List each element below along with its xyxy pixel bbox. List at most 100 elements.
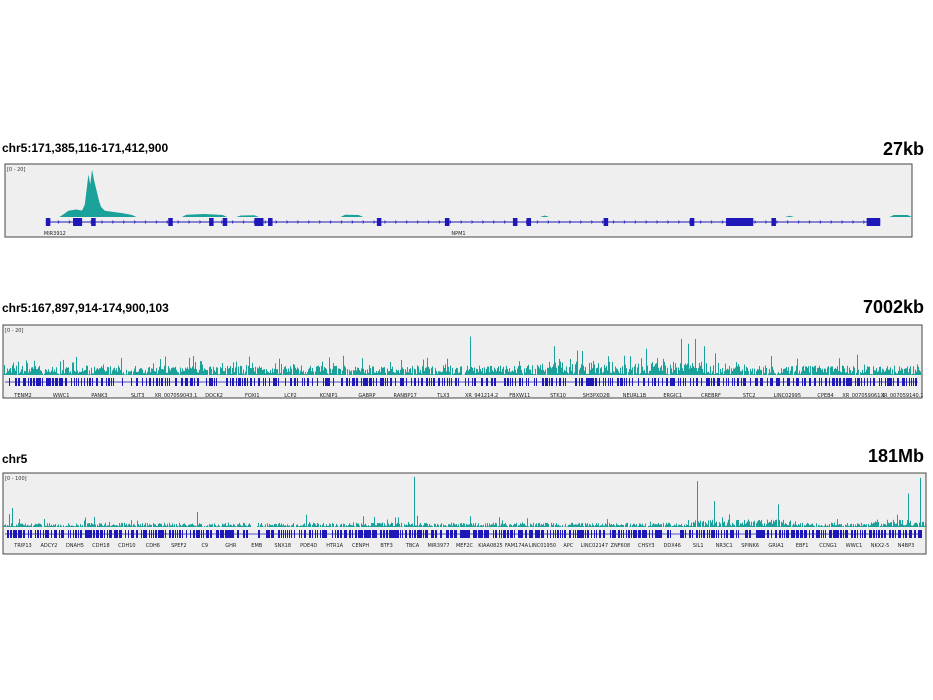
signal-area xyxy=(889,215,912,217)
span-label-1: 27kb xyxy=(882,139,924,159)
gene-label: HTR1A xyxy=(326,543,343,549)
coverage-track-3: [0 - 100] TRIP13 ADCY2 DNAH5 CDH18 CDH10 CDH6 S… xyxy=(2,472,927,555)
scale-label: [0 - 100] xyxy=(5,476,27,482)
signal-area xyxy=(540,215,550,217)
gene-label: CDH18 xyxy=(92,543,109,549)
track-frame xyxy=(4,163,913,238)
signal-area xyxy=(181,214,228,217)
gene-label: FAM174A xyxy=(505,543,529,549)
locus-label-3: chr5 xyxy=(2,452,28,466)
track-frame xyxy=(2,472,927,555)
gene-label: SH3PXD2B xyxy=(583,393,611,399)
gene-label: CREBRF xyxy=(701,393,721,399)
gene-label: TRIP13 xyxy=(13,543,31,549)
exon xyxy=(512,218,518,226)
gene-label: NR3C1 xyxy=(716,543,733,549)
gene-label: CHSY3 xyxy=(638,543,655,549)
gene-label: PDE4D xyxy=(300,543,317,549)
gene-label: N4BP3 xyxy=(898,543,915,549)
gene-label: GHR xyxy=(225,543,237,549)
exon xyxy=(268,218,273,226)
gene-label: ADCY2 xyxy=(41,543,58,549)
signal-area xyxy=(236,215,259,217)
gene-label: BTF3 xyxy=(380,543,393,549)
scale-label: [0 - 20] xyxy=(7,167,25,173)
gene-label: TLX3 xyxy=(436,393,449,399)
gene-label: FBXW11 xyxy=(509,393,530,399)
gene-label: CDH6 xyxy=(146,543,160,549)
gene-label: MIR3977 xyxy=(428,543,450,549)
exon xyxy=(209,218,214,226)
gene-label: ERGIC1 xyxy=(663,393,682,399)
gene-label: TBCA xyxy=(405,543,420,549)
gene-label: EBF1 xyxy=(796,543,809,549)
gene-label: SNX18 xyxy=(274,543,291,549)
gene-label: APC xyxy=(563,543,573,549)
gene-label: MEF2C xyxy=(456,543,474,549)
gene-label: KIAA0825 xyxy=(478,543,502,549)
gene-label: KCNIP1 xyxy=(320,393,338,399)
signal-area xyxy=(3,336,922,375)
scale-label: [0 - 20] xyxy=(5,328,23,334)
signal-area xyxy=(340,214,364,217)
exon xyxy=(376,218,382,226)
exon xyxy=(771,218,776,226)
exon xyxy=(444,218,450,226)
gene-label: ZNF608 xyxy=(611,543,631,549)
gene-label: CENPH xyxy=(352,543,369,549)
exon xyxy=(689,218,695,226)
gene-label: SPINK6 xyxy=(741,543,759,549)
gene-label: PANK3 xyxy=(91,393,107,399)
gene-label: SPEF2 xyxy=(171,543,186,549)
gene-label: WWC1 xyxy=(846,543,863,549)
gene-label: MIR3912 xyxy=(44,231,66,237)
gene-label: XR_007059043.1 xyxy=(154,393,197,399)
gene-label: STK10 xyxy=(550,393,566,399)
signal-area xyxy=(3,476,926,527)
gene-label: LINC02147 xyxy=(581,543,608,549)
exon xyxy=(526,218,532,226)
gene-label: DNAH5 xyxy=(66,543,84,549)
gene-blocks xyxy=(7,530,922,538)
gene-label: CPEB4 xyxy=(817,393,833,399)
exon xyxy=(603,218,609,226)
gene-label: STC2 xyxy=(743,393,756,399)
gene-label: C9 xyxy=(201,543,208,549)
gene-label: NKX2-5 xyxy=(871,543,890,549)
gene-label: LCP2 xyxy=(284,393,296,399)
exon xyxy=(222,218,228,226)
locus-label-2: chr5:167,897,914-174,900,103 xyxy=(2,301,169,315)
gene-label: CDH10 xyxy=(118,543,135,549)
signal-area xyxy=(59,169,137,217)
exon xyxy=(91,218,96,226)
coverage-track-2: [0 - 20] TENM2 WWC1 PANK3 SLIT3 XR_007059043.… xyxy=(2,324,924,399)
exon xyxy=(254,218,264,226)
coverage-track-1: [0 - 20] MIR3912 NPM1 xyxy=(4,163,913,238)
gene-blocks xyxy=(9,378,917,386)
exon xyxy=(168,218,173,226)
gene-label: GABRP xyxy=(358,393,375,399)
exon xyxy=(45,218,51,226)
gene-label: XR_007059061.1 xyxy=(842,393,885,399)
gene-label: RANBP17 xyxy=(394,393,417,399)
exon xyxy=(73,218,83,226)
gene-label: LINC01950 xyxy=(529,543,556,549)
gene-label: WWC1 xyxy=(53,393,70,399)
gene-label: FOXI1 xyxy=(245,393,260,399)
exon xyxy=(726,218,754,226)
span-label-3: 181Mb xyxy=(867,446,924,466)
gene-label: GRIA1 xyxy=(768,543,783,549)
gene-label: DOCK2 xyxy=(205,393,223,399)
signal-area xyxy=(785,215,795,217)
gene-label: LINC02995 xyxy=(774,393,801,399)
gene-label: SIL1 xyxy=(693,543,704,549)
gene-label: CCNG1 xyxy=(819,543,837,549)
locus-label-1: chr5:171,385,116-171,412,900 xyxy=(2,141,169,155)
gene-label: EMB xyxy=(251,543,262,549)
gene-label: XR_007059140.1 xyxy=(881,393,924,399)
gene-label: SLIT3 xyxy=(131,393,145,399)
track-frame xyxy=(2,324,923,399)
span-label-2: 7002kb xyxy=(862,297,924,317)
gene-label: DDX46 xyxy=(664,543,682,549)
exon xyxy=(866,218,881,226)
